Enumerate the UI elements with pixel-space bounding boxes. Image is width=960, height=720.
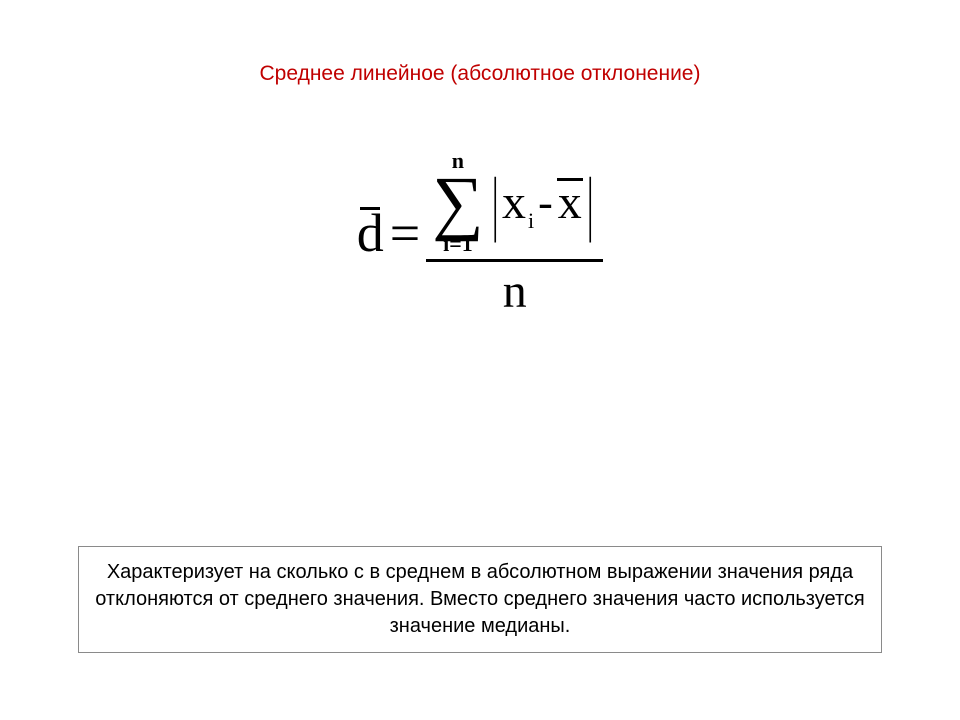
subscript-i: i bbox=[528, 210, 534, 232]
fraction: n ∑ i=1 | x i - x | n bbox=[426, 150, 603, 316]
sum-lower-limit: i=1 bbox=[443, 233, 473, 255]
equals-sign: = bbox=[390, 206, 420, 260]
description-box: Характеризует на сколько с в среднем в а… bbox=[78, 546, 882, 653]
sigma-icon: ∑ bbox=[432, 172, 483, 233]
numerator: n ∑ i=1 | x i - x | bbox=[426, 150, 603, 259]
d-bar: d bbox=[357, 207, 384, 260]
slide-title: Среднее линейное (абсолютное отклонение) bbox=[0, 62, 960, 86]
formula-container: d = n ∑ i=1 | x i - x | bbox=[0, 150, 960, 316]
symbol-d: d bbox=[357, 206, 384, 260]
denominator: n bbox=[503, 262, 527, 316]
symbol-x-mean: x bbox=[558, 179, 582, 227]
x-sub-i: x i bbox=[502, 179, 534, 227]
summation: n ∑ i=1 bbox=[432, 150, 483, 255]
x-bar: x bbox=[557, 178, 583, 227]
abs-close-bar: | bbox=[587, 167, 593, 239]
mean-absolute-deviation-formula: d = n ∑ i=1 | x i - x | bbox=[357, 150, 603, 316]
minus-sign: - bbox=[538, 181, 553, 225]
symbol-x: x bbox=[502, 179, 526, 227]
abs-open-bar: | bbox=[492, 167, 498, 239]
